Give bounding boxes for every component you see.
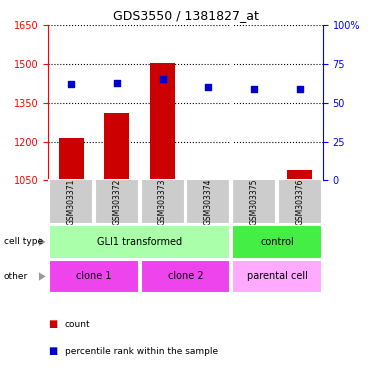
FancyBboxPatch shape <box>95 179 139 224</box>
Point <box>206 84 211 90</box>
Point <box>297 86 303 92</box>
Text: GLI1 transformed: GLI1 transformed <box>97 237 182 247</box>
Text: count: count <box>65 320 91 329</box>
Bar <box>59 138 84 180</box>
FancyBboxPatch shape <box>278 179 322 224</box>
Point <box>160 76 165 83</box>
Text: other: other <box>4 272 28 281</box>
Text: clone 2: clone 2 <box>168 271 203 281</box>
Text: control: control <box>260 237 294 247</box>
Text: GSM303376: GSM303376 <box>295 178 304 225</box>
Text: cell type: cell type <box>4 237 43 247</box>
Bar <box>196 179 221 180</box>
FancyBboxPatch shape <box>49 179 93 224</box>
Text: ■: ■ <box>48 346 58 356</box>
FancyBboxPatch shape <box>49 260 139 293</box>
Text: parental cell: parental cell <box>247 271 308 281</box>
Text: percentile rank within the sample: percentile rank within the sample <box>65 347 218 356</box>
Bar <box>287 170 312 180</box>
Text: GSM303374: GSM303374 <box>204 178 213 225</box>
Point <box>251 86 257 92</box>
FancyBboxPatch shape <box>232 260 322 293</box>
FancyBboxPatch shape <box>232 225 322 258</box>
FancyBboxPatch shape <box>141 260 230 293</box>
Point <box>114 79 120 86</box>
FancyBboxPatch shape <box>141 179 185 224</box>
Text: GSM303371: GSM303371 <box>67 179 76 225</box>
Title: GDS3550 / 1381827_at: GDS3550 / 1381827_at <box>112 9 259 22</box>
Text: GSM303375: GSM303375 <box>250 178 259 225</box>
Bar <box>104 113 129 180</box>
Text: GSM303372: GSM303372 <box>112 179 121 225</box>
Text: clone 1: clone 1 <box>76 271 112 281</box>
Bar <box>150 63 175 180</box>
FancyBboxPatch shape <box>186 179 230 224</box>
Point <box>68 81 74 87</box>
FancyBboxPatch shape <box>49 225 230 258</box>
FancyBboxPatch shape <box>232 179 276 224</box>
Text: ■: ■ <box>48 319 58 329</box>
Text: GSM303373: GSM303373 <box>158 178 167 225</box>
